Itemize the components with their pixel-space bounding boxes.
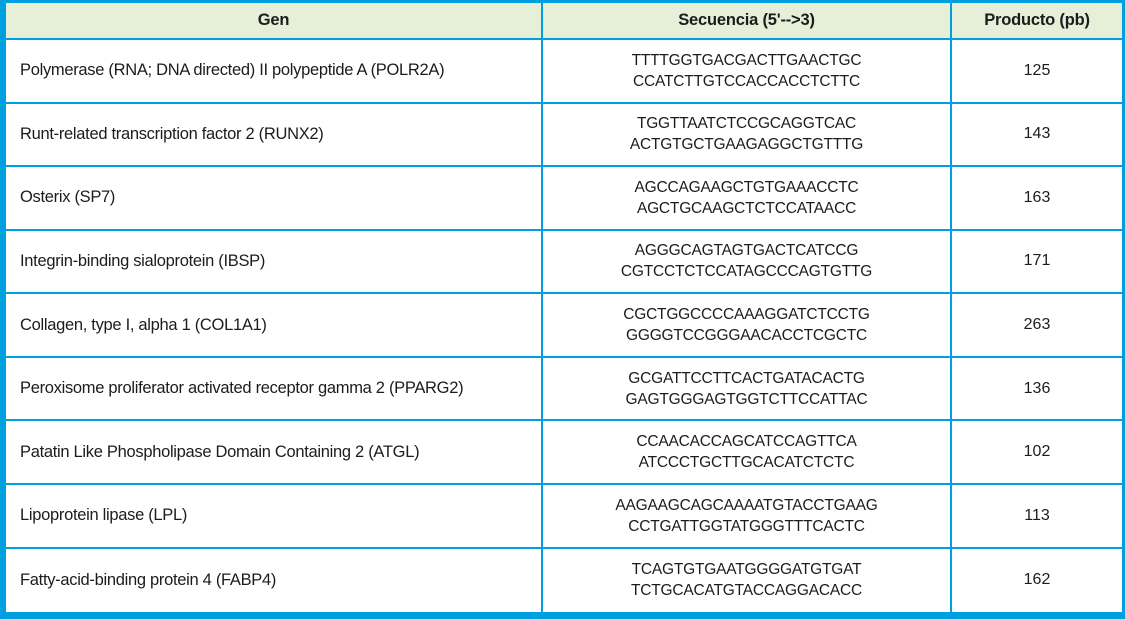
product-size-cell: 263 (952, 294, 1122, 358)
product-size-cell: 143 (952, 104, 1122, 168)
gene-name: Peroxisome proliferator activated recept… (20, 379, 464, 398)
product-size-cell: 163 (952, 167, 1122, 231)
gene-name-cell: Patatin Like Phospholipase Domain Contai… (6, 421, 543, 485)
column-header-producto: Producto (pb) (952, 3, 1122, 40)
table-row: Lipoprotein lipase (LPL) AAGAAGCAGCAAAAT… (6, 484, 1122, 549)
gene-name-cell: Peroxisome proliferator activated recept… (6, 357, 543, 422)
gene-name-cell: Fatty-acid-binding protein 4 (FABP4) (6, 548, 543, 613)
sequence-reverse: GGGGTCCGGGAACACCTCGCTC (625, 327, 868, 345)
product-size-cell: 113 (952, 485, 1122, 549)
table-row: Patatin Like Phospholipase Domain Contai… (6, 421, 1122, 485)
sequence-cell: TTTTGGTGACGACTTGAACTGC CCATCTTGTCCACCACC… (543, 40, 952, 104)
sequence-reverse: ACTGTGCTGAAGAGGCTGTTTG (629, 136, 864, 154)
table-row: Runt-related transcription factor 2 (RUN… (6, 103, 1122, 168)
product-size: 143 (1023, 125, 1051, 143)
product-size: 136 (1023, 379, 1051, 397)
product-size: 113 (1024, 506, 1050, 524)
table-row: Peroxisome proliferator activated recept… (6, 357, 1122, 422)
product-size: 125 (1023, 61, 1051, 79)
sequence-forward: AAGAAGCAGCAAAATGTACCTGAAG (615, 496, 878, 514)
gene-name-cell: Runt-related transcription factor 2 (RUN… (6, 103, 543, 168)
sequence-cell: AGGGCAGTAGTGACTCATCCG CGTCCTCTCCATAGCCCA… (543, 230, 952, 295)
column-header-gen-label: Gen (257, 11, 290, 29)
sequence-reverse: ATCCCTGCTTGCACATCTCTC (638, 454, 855, 472)
sequence-forward: TTTTGGTGACGACTTGAACTGC (631, 51, 862, 69)
sequence-cell: CGCTGGCCCCAAAGGATCTCCTG GGGGTCCGGGAACACC… (543, 294, 952, 358)
sequence-cell: AGCCAGAAGCTGTGAAACCTC AGCTGCAAGCTCTCCATA… (543, 167, 952, 231)
gene-name: Integrin-binding sialoprotein (IBSP) (20, 251, 266, 270)
product-size-cell: 171 (952, 231, 1122, 295)
gene-name-cell: Collagen, type I, alpha 1 (COL1A1) (6, 294, 543, 358)
gene-name: Runt-related transcription factor 2 (RUN… (20, 124, 324, 143)
column-header-secuencia: Secuencia (5'-->3) (543, 3, 952, 40)
product-size: 263 (1023, 316, 1051, 334)
gene-name: Polymerase (RNA; DNA directed) II polype… (20, 61, 445, 80)
product-size: 163 (1023, 188, 1051, 206)
product-size-cell: 136 (952, 358, 1122, 422)
table-row: Osterix (SP7) AGCCAGAAGCTGTGAAACCTC AGCT… (6, 167, 1122, 231)
sequence-forward: TGGTTAATCTCCGCAGGTCAC (636, 115, 857, 133)
gene-name: Fatty-acid-binding protein 4 (FABP4) (20, 570, 277, 589)
gene-name-cell: Polymerase (RNA; DNA directed) II polype… (6, 40, 543, 104)
product-size: 102 (1023, 443, 1051, 461)
sequence-cell: CCAACACCAGCATCCAGTTCA ATCCCTGCTTGCACATCT… (543, 421, 952, 485)
sequence-forward: GCGATTCCTTCACTGATACACTG (628, 369, 865, 387)
product-size-cell: 162 (952, 549, 1122, 613)
sequence-reverse: CCATCTTGTCCACCACCTCTTC (633, 72, 860, 90)
gene-name: Lipoprotein lipase (LPL) (20, 506, 188, 525)
sequence-forward: TCAGTGTGAATGGGGATGTGAT (631, 561, 862, 579)
sequence-reverse: GAGTGGGAGTGGTCTTCCATTAC (625, 390, 868, 408)
gene-name-cell: Lipoprotein lipase (LPL) (6, 484, 543, 549)
column-header-secuencia-label: Secuencia (5'-->3) (678, 11, 815, 29)
sequence-reverse: TCTGCACATGTACCAGGACACC (631, 582, 862, 600)
table-header-row: Gen Secuencia (5'-->3) Producto (pb) (6, 3, 1122, 40)
sequence-forward: AGCCAGAAGCTGTGAAACCTC (634, 178, 859, 196)
sequence-reverse: CGTCCTCTCCATAGCCCAGTGTTG (620, 263, 873, 281)
sequence-cell: TCAGTGTGAATGGGGATGTGAT TCTGCACATGTACCAGG… (543, 548, 952, 613)
gene-name-cell: Osterix (SP7) (6, 167, 543, 231)
sequence-cell: AAGAAGCAGCAAAATGTACCTGAAG CCTGATTGGTATGG… (543, 484, 952, 549)
product-size: 162 (1023, 571, 1051, 589)
gene-name: Osterix (SP7) (20, 188, 116, 207)
column-header-gen: Gen (6, 3, 543, 40)
sequence-cell: GCGATTCCTTCACTGATACACTG GAGTGGGAGTGGTCTT… (543, 357, 952, 422)
gene-name-cell: Integrin-binding sialoprotein (IBSP) (6, 230, 543, 295)
table-row: Integrin-binding sialoprotein (IBSP) AGG… (6, 230, 1122, 295)
sequence-reverse: CCTGATTGGTATGGGTTTCACTC (628, 517, 865, 535)
sequence-cell: TGGTTAATCTCCGCAGGTCAC ACTGTGCTGAAGAGGCTG… (543, 103, 952, 168)
table-row: Polymerase (RNA; DNA directed) II polype… (6, 40, 1122, 104)
gene-name: Collagen, type I, alpha 1 (COL1A1) (20, 315, 267, 334)
table-row: Fatty-acid-binding protein 4 (FABP4) TCA… (6, 548, 1122, 613)
sequence-forward: CGCTGGCCCCAAAGGATCTCCTG (623, 306, 870, 324)
sequence-forward: CCAACACCAGCATCCAGTTCA (636, 433, 857, 451)
sequence-forward: AGGGCAGTAGTGACTCATCCG (634, 242, 859, 260)
table-row: Collagen, type I, alpha 1 (COL1A1) CGCTG… (6, 294, 1122, 358)
product-size: 171 (1023, 252, 1051, 270)
column-header-producto-label: Producto (pb) (984, 11, 1090, 29)
gene-name: Patatin Like Phospholipase Domain Contai… (20, 442, 420, 461)
sequence-reverse: AGCTGCAAGCTCTCCATAACC (636, 199, 857, 217)
product-size-cell: 102 (952, 421, 1122, 485)
product-size-cell: 125 (952, 40, 1122, 104)
